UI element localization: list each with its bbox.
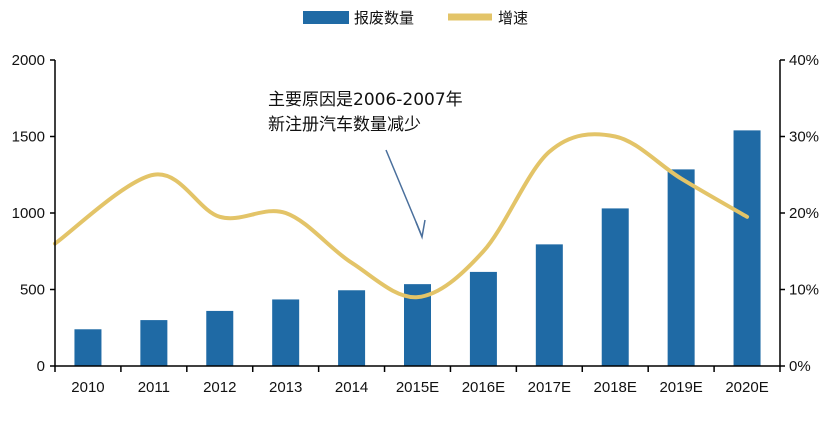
x-tick-label: 2012 [203,379,236,396]
left-tick-label: 1000 [12,205,45,222]
right-tick-label: 0% [789,358,811,375]
annotation-line-2: 新注册汽车数量减少 [268,115,421,135]
x-tick-label: 2019E [659,379,702,396]
bar-2018E [601,208,629,366]
bar-2012 [206,310,234,366]
x-tick-label: 2010 [71,379,104,396]
growth-line [53,132,750,300]
left-tick-label: 2000 [12,52,45,69]
x-tick-label: 2011 [138,379,170,396]
bar-series [74,130,761,366]
bar-2020E [733,130,761,366]
bar-2013 [272,299,300,366]
bar-2017E [535,244,563,366]
legend-label-bar: 报废数量 [354,9,414,27]
x-tick-label: 2020E [725,379,768,396]
x-axis-ticks: 2010 2011 2012 2013 2014 2015E 2016E 2017E 2018E… [54,366,781,396]
annotation-arrow [385,149,422,235]
right-axis-ticks: 0% 10% 20% 30% 40% [780,52,819,375]
annotation-line-1: 主要原因是2006-2007年 [268,90,463,110]
x-tick-label: 2013 [269,379,302,396]
x-tick-label: 2014 [335,379,368,396]
x-tick-label: 2016E [462,379,505,396]
left-tick-label: 500 [20,282,45,299]
bar-2019E [667,169,695,366]
left-tick-label: 1500 [12,129,45,146]
x-tick-label: 2015E [396,379,439,396]
annotation-arrowhead [415,219,426,240]
legend: 报废数量 增速 [303,9,528,27]
bar-2016E [469,271,497,366]
right-tick-label: 20% [789,205,819,222]
x-tick-label: 2017E [528,379,571,396]
legend-swatch-bar [303,11,349,24]
right-tick-label: 30% [789,129,819,146]
x-tick-label: 2018E [594,379,637,396]
right-tick-label: 40% [789,52,819,69]
bar-2010 [74,329,102,366]
left-axis-ticks: 0 500 1000 1500 2000 [12,52,55,375]
bar-2011 [140,320,168,366]
legend-label-line: 增速 [498,9,528,27]
annotation: 主要原因是2006-2007年 新注册汽车数量减少 [268,90,463,240]
left-tick-label: 0 [37,358,45,375]
bar-2014 [338,290,366,366]
right-tick-label: 10% [789,282,819,299]
